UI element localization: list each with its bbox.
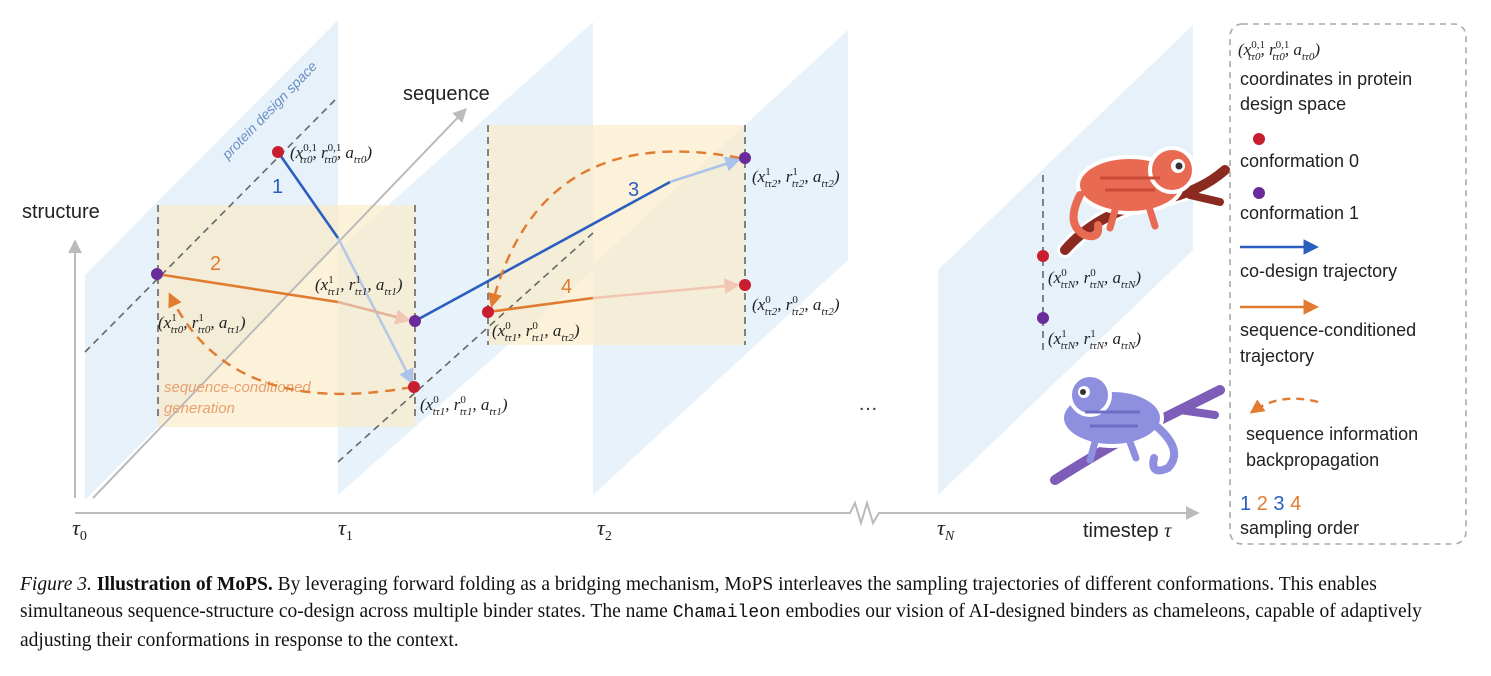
trajectory-1-codesign-faded	[336, 237, 414, 385]
backprop-arc-1	[168, 292, 413, 396]
generation-label-line2: generation	[164, 400, 235, 417]
timestep-axis-label: timestep τ	[1083, 520, 1172, 542]
caption-name: Chamaileon	[672, 603, 781, 623]
timestep-axis	[75, 499, 1200, 527]
coord-c8: (x1 tτN, r1 tτN, atτN)	[1048, 328, 1141, 352]
legend-coordinates-line2: design space	[1240, 94, 1346, 114]
legend-backprop-line1: sequence information	[1246, 424, 1418, 444]
point-conf0-tauN	[1037, 250, 1049, 262]
trajectory-2-seqcond	[156, 272, 339, 304]
legend-seqcond-line1: sequence-conditioned	[1240, 320, 1416, 340]
figure-caption: Figure 3. Illustration of MoPS. By lever…	[20, 571, 1480, 654]
generation-label-line1: sequence-conditioned	[164, 379, 311, 396]
point-conf0-start	[272, 146, 284, 158]
step-numbers: 1 2 3 4	[210, 176, 639, 298]
points	[151, 146, 1049, 393]
tick-tau0: τ0	[72, 515, 87, 544]
chameleon-red-icon	[1057, 146, 1233, 258]
coord-c7: (x0 tτN, r0 tτN, atτN)	[1048, 267, 1141, 291]
chameleon-purple-icon	[1047, 373, 1228, 488]
point-conf0-tau1	[408, 381, 420, 393]
coord-c1: (x1 tτ0, r1 tτ0, atτ1)	[158, 312, 246, 336]
coord-c6: (x0 tτ2, r0 tτ2, atτ2)	[752, 294, 840, 318]
sequence-axis-label: sequence	[403, 83, 490, 105]
trajectory-3-codesign	[414, 180, 671, 323]
caption-text-1: By leveraging forward folding as a bridg…	[20, 574, 1377, 622]
point-conf1-tau2	[739, 152, 751, 164]
tick-tauN: τN	[937, 515, 955, 544]
step-2: 2	[210, 253, 221, 275]
caption-title: Illustration of MoPS.	[96, 574, 273, 595]
trajectory-2-seqcond-faded	[337, 300, 412, 325]
step-1: 1	[272, 176, 283, 198]
ellipsis: …	[858, 393, 878, 415]
highlight-region-1	[158, 205, 415, 427]
legend-backprop-arrow	[1249, 397, 1319, 414]
legend-seqcond-line2: trajectory	[1240, 346, 1314, 366]
trajectory-4-seqcond-faded	[592, 278, 741, 300]
legend-conf1-label: conformation 1	[1240, 203, 1359, 223]
step-4: 4	[561, 276, 572, 298]
tick-tau1: τ1	[338, 515, 353, 544]
axes	[68, 107, 1200, 527]
tick-tau2: τ2	[597, 515, 612, 544]
plane-tauN	[938, 25, 1193, 495]
sequence-axis	[92, 107, 467, 499]
coord-c0: (x0,1 tτ0, r0,1 tτ0, atτ0)	[290, 142, 372, 166]
legend-conf0-label: conformation 0	[1240, 151, 1359, 171]
legend-order-numbers: 1 2 3 4	[1240, 493, 1301, 515]
point-conf1-tau1	[409, 315, 421, 327]
legend-conf1-marker	[1253, 187, 1265, 199]
caption-label: Figure 3.	[20, 574, 92, 595]
point-conf0-tau2	[739, 279, 751, 291]
structure-axis-label: structure	[22, 201, 100, 223]
mops-diagram: structure sequence timestep τ τ0 τ1 τ2 τ…	[22, 20, 1467, 545]
tick-labels: τ0 τ1 τ2 τN	[72, 515, 955, 544]
legend-backprop-line2: backpropagation	[1246, 450, 1379, 470]
legend-coordinates-line1: coordinates in protein	[1240, 69, 1412, 89]
legend-order-label: sampling order	[1240, 518, 1359, 538]
legend-coord-sample: (x0,1 tτ0, r0,1 tτ0, atτ0)	[1238, 39, 1320, 63]
legend-conf0-marker	[1253, 133, 1265, 145]
caption-text-2: embodies our vision of AI-designed binde…	[20, 601, 1422, 651]
trajectory-1-codesign	[276, 151, 340, 239]
point-conf0-tau1b	[482, 306, 494, 318]
trajectory-3-codesign-faded	[669, 156, 741, 184]
backprop-arc-2	[487, 150, 741, 308]
coord-c2: (x1 tτ1, r1 tτ1, atτ1)	[315, 274, 403, 298]
point-conf1-tauN	[1037, 312, 1049, 324]
highlight-region-2	[488, 125, 745, 345]
legend: (x0,1 tτ0, r0,1 tτ0, atτ0) coordinates in …	[1229, 23, 1467, 545]
step-3: 3	[628, 179, 639, 201]
coord-c3: (x0 tτ1, r0 tτ1, atτ1)	[420, 394, 508, 418]
trajectory-4-seqcond	[487, 296, 594, 314]
legend-frame	[1229, 23, 1467, 545]
generation-regions	[158, 125, 745, 427]
legend-codesign-label: co-design trajectory	[1240, 261, 1397, 281]
trajectories	[156, 150, 741, 396]
point-conf1-tau0	[151, 268, 163, 280]
